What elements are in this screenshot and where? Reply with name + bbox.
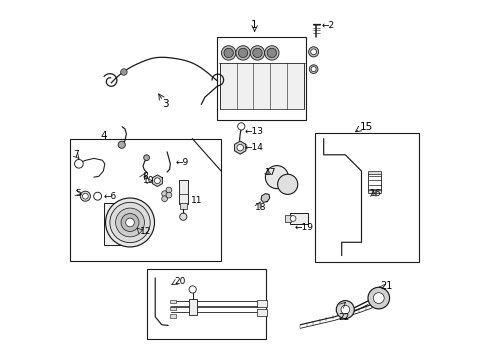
- Circle shape: [289, 216, 295, 221]
- Text: ←6: ←6: [103, 192, 117, 201]
- Circle shape: [237, 123, 244, 130]
- Bar: [367, 173, 381, 191]
- Bar: [188, 299, 196, 315]
- Circle shape: [125, 218, 134, 227]
- Text: ←13: ←13: [244, 127, 263, 136]
- Circle shape: [277, 174, 297, 194]
- Text: 16: 16: [369, 189, 381, 198]
- Text: 1: 1: [250, 20, 257, 30]
- Circle shape: [310, 49, 316, 55]
- Polygon shape: [261, 194, 269, 202]
- Bar: [179, 180, 187, 204]
- Circle shape: [309, 65, 317, 73]
- Polygon shape: [152, 175, 162, 186]
- Circle shape: [143, 155, 149, 161]
- Bar: [70, 139, 221, 261]
- Text: 5: 5: [75, 189, 81, 198]
- Circle shape: [221, 46, 235, 60]
- Circle shape: [118, 141, 125, 148]
- Bar: [169, 300, 176, 303]
- Circle shape: [189, 286, 196, 293]
- Text: 15: 15: [359, 122, 372, 132]
- Bar: [217, 37, 306, 120]
- Circle shape: [166, 187, 171, 193]
- Circle shape: [162, 196, 167, 202]
- Bar: [289, 213, 307, 224]
- Polygon shape: [234, 141, 245, 154]
- Circle shape: [336, 301, 354, 319]
- Circle shape: [80, 191, 90, 201]
- Circle shape: [179, 213, 186, 220]
- Bar: [180, 203, 186, 209]
- Bar: [257, 300, 266, 307]
- Circle shape: [250, 46, 264, 60]
- Circle shape: [75, 159, 83, 168]
- Circle shape: [265, 166, 288, 189]
- Circle shape: [308, 47, 318, 57]
- Text: 3: 3: [162, 99, 168, 109]
- Circle shape: [252, 48, 262, 58]
- Text: 11: 11: [191, 197, 203, 205]
- Circle shape: [115, 208, 144, 237]
- Bar: [314, 133, 418, 262]
- Circle shape: [110, 202, 150, 243]
- Circle shape: [121, 213, 139, 231]
- Bar: [285, 215, 290, 222]
- Text: 17: 17: [265, 168, 276, 177]
- Text: 20: 20: [174, 277, 185, 286]
- Text: ←2: ←2: [321, 21, 334, 30]
- Bar: [169, 307, 176, 310]
- Text: 4: 4: [101, 131, 107, 141]
- Circle shape: [166, 192, 171, 198]
- Text: 12: 12: [140, 227, 151, 236]
- Circle shape: [235, 46, 250, 60]
- Bar: [169, 314, 176, 318]
- Text: 7: 7: [73, 150, 79, 159]
- Text: ←9: ←9: [175, 158, 188, 166]
- Bar: [367, 171, 381, 174]
- Circle shape: [224, 48, 233, 58]
- Bar: [220, 63, 303, 109]
- Text: ←19: ←19: [294, 223, 313, 232]
- Bar: [257, 309, 266, 316]
- Text: 8: 8: [142, 172, 147, 181]
- Circle shape: [310, 67, 316, 72]
- Circle shape: [82, 193, 88, 199]
- Bar: [367, 190, 381, 193]
- Circle shape: [367, 287, 389, 309]
- Circle shape: [105, 198, 154, 247]
- Circle shape: [373, 293, 384, 303]
- Text: ←14: ←14: [244, 143, 263, 152]
- Circle shape: [340, 305, 349, 314]
- Circle shape: [266, 48, 276, 58]
- Circle shape: [121, 69, 127, 75]
- Circle shape: [154, 178, 160, 184]
- Bar: [147, 269, 265, 339]
- Circle shape: [238, 48, 247, 58]
- Text: 22: 22: [337, 313, 348, 322]
- Circle shape: [264, 46, 279, 60]
- Circle shape: [237, 144, 243, 151]
- Bar: [104, 203, 128, 245]
- Circle shape: [162, 191, 167, 197]
- Text: 21: 21: [380, 281, 392, 291]
- Text: 10: 10: [142, 176, 154, 185]
- Circle shape: [94, 192, 102, 200]
- Text: 18: 18: [254, 202, 265, 212]
